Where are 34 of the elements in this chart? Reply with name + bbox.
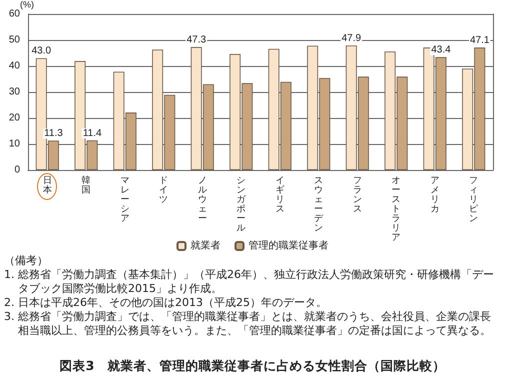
x-tick-label: ノルウェー — [198, 174, 207, 223]
data-label: 11.3 — [44, 128, 64, 140]
x-tick-label: スウェーデン — [314, 174, 324, 232]
y-tick-label: 20 — [8, 112, 20, 124]
legend-label: 就業者 — [190, 240, 220, 252]
y-tick-label: 10 — [8, 138, 20, 150]
y-tick-label: 40 — [8, 60, 20, 72]
legend-label: 管理的職業従事者 — [248, 240, 328, 252]
text: 図表3 就業者、管理的職業従事者に占める女性割合（国際比較） — [58, 358, 446, 375]
x-tick-label: 韓国 — [82, 174, 91, 194]
data-label: 43.0 — [32, 46, 52, 57]
data-label: 43.4 — [431, 44, 452, 56]
text: 3. 総務省「労働力調査」では、「管理的職業従事者」とは、就業者のうち、会社役員、企業の課長相当職以上、管理的公務員等をいう。また、「管理的職業従事者」の定番は国によって異なる。 — [4, 310, 492, 338]
y-tick-label: 30 — [8, 86, 20, 98]
y-axis-title: (%) — [20, 0, 34, 10]
x-tick-label: フィリピン — [469, 174, 478, 223]
y-tick-label: 60 — [8, 8, 20, 20]
x-tick-label: オーストラリア — [392, 174, 401, 242]
y-tick-label: 50 — [8, 34, 20, 46]
x-tick-label: イギリス — [275, 174, 284, 214]
x-tick-label: アメリカ — [430, 174, 440, 214]
text: 1. 総務省「労働力調査（基本集計）」（平成26年）、独立行政法人労働政策研究・研修機構「データブック国際労働比較2015」より作成。 — [4, 268, 495, 296]
x-tick-label: マレーシア — [120, 174, 130, 223]
text: （備考） — [4, 254, 49, 268]
text: 2. 日本は平成26年、その他の国は2013（平成25）年のデータ。 — [4, 296, 328, 310]
y-tick-label: 0 — [14, 164, 20, 176]
x-tick-label: シンガポール — [236, 174, 247, 232]
x-tick-label: ドイツ — [159, 174, 168, 204]
data-label: 47.1 — [470, 35, 490, 46]
data-label: 11.4 — [82, 128, 102, 139]
x-tick-label: フランス — [352, 174, 362, 214]
x-tick-label: 日本 — [42, 174, 52, 194]
data-label: 47.9 — [342, 32, 362, 44]
data-label: 47.3 — [186, 34, 206, 46]
